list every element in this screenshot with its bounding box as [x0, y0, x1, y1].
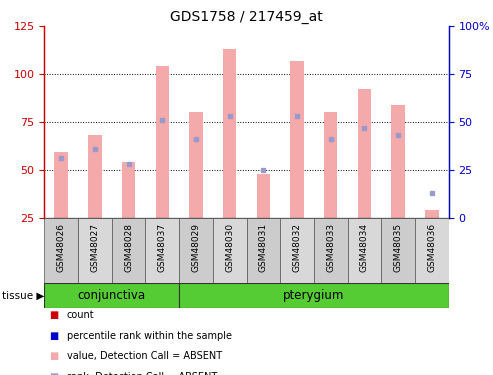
Text: GSM48037: GSM48037 [158, 223, 167, 272]
Text: GSM48030: GSM48030 [225, 223, 234, 272]
Text: GSM48031: GSM48031 [259, 223, 268, 272]
Text: GSM48036: GSM48036 [427, 223, 436, 272]
Text: ■: ■ [49, 331, 59, 340]
Bar [246, 217, 280, 283]
Text: ■: ■ [49, 310, 59, 320]
Bar [189, 112, 203, 218]
Bar [54, 153, 68, 218]
Title: GDS1758 / 217459_at: GDS1758 / 217459_at [170, 10, 323, 24]
Text: GSM48032: GSM48032 [292, 223, 302, 272]
Bar [179, 283, 449, 308]
Text: GSM48035: GSM48035 [393, 223, 403, 272]
Text: count: count [67, 310, 94, 320]
Text: GSM48026: GSM48026 [57, 223, 66, 272]
Bar [314, 217, 348, 283]
Bar [280, 217, 314, 283]
Bar [155, 66, 169, 218]
Text: value, Detection Call = ABSENT: value, Detection Call = ABSENT [67, 351, 222, 361]
Text: pterygium: pterygium [283, 289, 345, 302]
Bar [44, 217, 78, 283]
Bar [88, 135, 102, 218]
Text: conjunctiva: conjunctiva [78, 289, 146, 302]
Text: GSM48028: GSM48028 [124, 223, 133, 272]
Text: ■: ■ [49, 351, 59, 361]
Bar [357, 89, 371, 218]
Text: percentile rank within the sample: percentile rank within the sample [67, 331, 232, 340]
Bar [415, 217, 449, 283]
Bar [223, 49, 236, 217]
Bar [179, 217, 213, 283]
Bar [112, 217, 145, 283]
Bar [122, 162, 135, 218]
Bar [391, 105, 405, 218]
Bar [78, 217, 112, 283]
Text: GSM48027: GSM48027 [90, 223, 100, 272]
Bar [381, 217, 415, 283]
Text: GSM48033: GSM48033 [326, 223, 335, 272]
Bar [145, 217, 179, 283]
Text: GSM48029: GSM48029 [191, 223, 201, 272]
Text: GSM48034: GSM48034 [360, 223, 369, 272]
Text: tissue ▶: tissue ▶ [2, 290, 45, 300]
Text: ■: ■ [49, 372, 59, 375]
Bar [44, 283, 179, 308]
Bar [425, 210, 438, 218]
Bar [256, 174, 270, 217]
Bar [348, 217, 381, 283]
Bar [324, 112, 337, 218]
Text: rank, Detection Call = ABSENT: rank, Detection Call = ABSENT [67, 372, 217, 375]
Bar [213, 217, 246, 283]
Bar [290, 61, 304, 217]
